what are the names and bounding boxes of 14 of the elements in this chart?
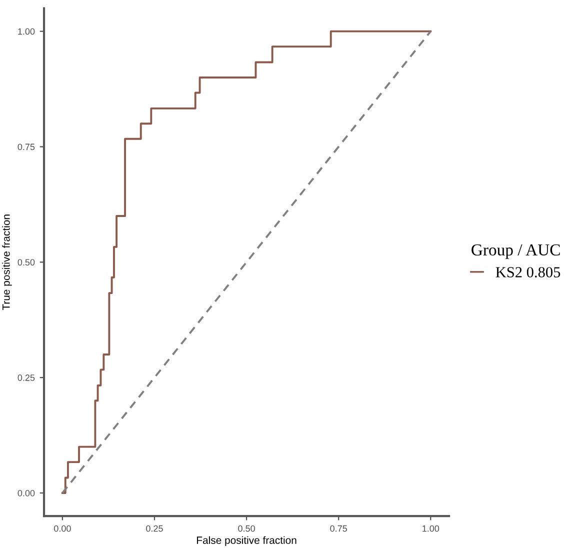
y-tick-label: 1.00 [18, 28, 35, 35]
x-tick-label: 0.25 [146, 525, 163, 532]
x-tick-label: 0.00 [54, 525, 71, 532]
x-tick-label: 0.50 [238, 525, 255, 532]
y-tick-label: 0.50 [18, 259, 35, 266]
y-axis-title: True positive fraction [2, 214, 12, 310]
y-tick-label: 0.75 [18, 144, 35, 150]
x-tick-label: 0.75 [330, 525, 347, 532]
x-axis-title: False positive fraction [197, 536, 296, 546]
legend-label: KS2 0.805 [496, 267, 560, 278]
legend-title: Group / AUC [472, 244, 560, 259]
y-tick-label: 0.00 [18, 490, 35, 496]
x-tick-label: 1.00 [422, 525, 440, 532]
y-tick-label: 0.25 [18, 374, 35, 381]
